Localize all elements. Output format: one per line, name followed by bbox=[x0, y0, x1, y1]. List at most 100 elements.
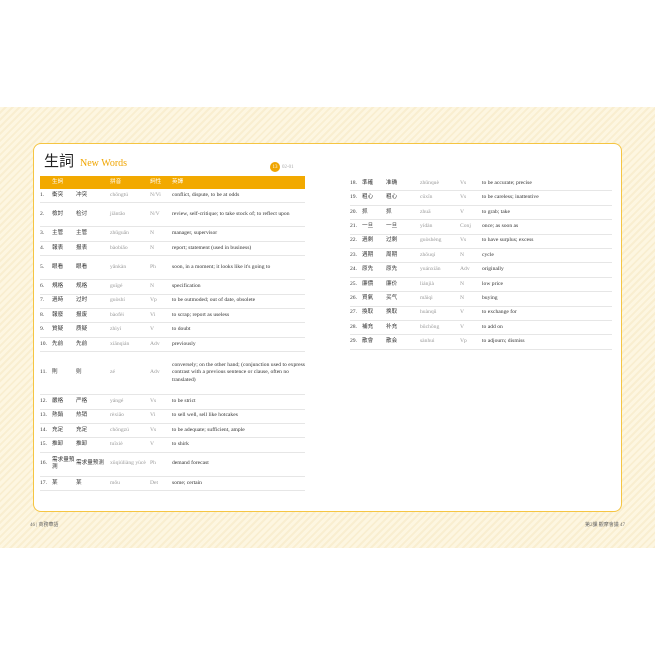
pinyin: bàobiǎo bbox=[110, 244, 128, 251]
simplified: 眼看 bbox=[76, 263, 88, 270]
traditional: 需求量預測 bbox=[52, 456, 75, 471]
traditional: 質疑 bbox=[52, 326, 64, 333]
part-of-speech: N/Vi bbox=[150, 191, 161, 198]
simplified: 过时 bbox=[76, 297, 88, 304]
english: to exchange for bbox=[482, 309, 517, 316]
footer-right: 第2課 觀摩會議 47 bbox=[584, 523, 625, 528]
entry-number: 5. bbox=[40, 263, 45, 270]
part-of-speech: Vi bbox=[150, 311, 156, 318]
part-of-speech: Vp bbox=[460, 338, 467, 345]
part-of-speech: N bbox=[460, 295, 465, 302]
track-number-icon: 13 bbox=[270, 162, 280, 172]
pinyin: yídàn bbox=[420, 223, 433, 230]
simplified: 散会 bbox=[386, 338, 398, 345]
entry-number: 26. bbox=[350, 295, 357, 302]
section-title: 生詞 New Words bbox=[44, 150, 127, 171]
traditional: 換取 bbox=[362, 309, 374, 316]
english: some; certain bbox=[172, 479, 202, 486]
part-of-speech: V bbox=[460, 309, 465, 316]
pinyin: guīgé bbox=[110, 283, 123, 290]
english: buying bbox=[482, 295, 498, 302]
entry-number: 17. bbox=[40, 479, 47, 486]
pinyin: yángé bbox=[110, 398, 124, 405]
simplified: 某 bbox=[76, 479, 82, 486]
part-of-speech: Vs bbox=[460, 194, 467, 201]
entry-number: 13. bbox=[40, 412, 47, 419]
pinyin: zé bbox=[110, 369, 115, 376]
entry-number: 1. bbox=[40, 191, 45, 198]
title-en: New Words bbox=[80, 158, 128, 169]
traditional: 粗心 bbox=[362, 194, 374, 201]
simplified: 主管 bbox=[76, 230, 88, 237]
english: once; as soon as bbox=[482, 223, 519, 230]
english: to have surplus; excess bbox=[482, 237, 534, 244]
pinyin: bàofèi bbox=[110, 311, 124, 318]
pinyin: sànhuì bbox=[420, 338, 435, 345]
english: manager, supervisor bbox=[172, 230, 218, 237]
entry-number: 20. bbox=[350, 208, 357, 215]
entry-number: 23. bbox=[350, 251, 357, 258]
entry-number: 7. bbox=[40, 297, 45, 304]
vocab-row: 5. 眼看 眼看 yǎnkàn Ph soon, in a moment; it look… bbox=[40, 256, 305, 281]
english: originally bbox=[482, 266, 504, 273]
vocabulary-card bbox=[33, 143, 622, 512]
vocab-row: 14. 充足 充足 chōngzú Vs to be adequate; sufficie… bbox=[40, 424, 305, 439]
traditional: 報廢 bbox=[52, 311, 64, 318]
english: low price bbox=[482, 280, 503, 287]
pinyin: zhǔnquè bbox=[420, 179, 439, 186]
entry-number: 8. bbox=[40, 311, 45, 318]
traditional: 某 bbox=[52, 479, 58, 486]
part-of-speech: N bbox=[150, 230, 155, 237]
entry-number: 22. bbox=[350, 237, 357, 244]
simplified: 严格 bbox=[76, 398, 88, 405]
entry-number: 14. bbox=[40, 426, 47, 433]
pinyin: xiānqián bbox=[110, 340, 130, 347]
traditional: 先前 bbox=[52, 340, 64, 347]
vocab-row: 16. 需求量預測 需求量预测 xūqiúliàng yùcè Ph demand for… bbox=[40, 453, 305, 477]
pinyin: guòshèng bbox=[420, 237, 442, 244]
pinyin: chōngzú bbox=[110, 426, 129, 433]
traditional: 原先 bbox=[362, 266, 374, 273]
entry-number: 6. bbox=[40, 283, 45, 290]
simplified: 一旦 bbox=[386, 223, 398, 230]
english: report; statement (used in business) bbox=[172, 244, 252, 251]
pinyin: huànqǔ bbox=[420, 309, 437, 316]
vocab-table-left: 生詞 拼音 詞性 英譯 1. 衝突 冲突 chōngtú N/Vi conflict, dispu… bbox=[40, 176, 305, 492]
part-of-speech: V bbox=[150, 441, 155, 448]
header-cell: 生詞 bbox=[52, 178, 64, 185]
part-of-speech: Vs bbox=[150, 398, 157, 405]
simplified: 抓 bbox=[386, 208, 392, 215]
part-of-speech: Conj bbox=[460, 223, 471, 230]
vocab-row: 18. 準確 准确 zhǔnquè Vs to be accurate; precise bbox=[350, 177, 612, 192]
english: review, self-critique; to take stock of;… bbox=[172, 211, 290, 218]
english: to adjourn; dismiss bbox=[482, 338, 525, 345]
entry-number: 11. bbox=[40, 369, 47, 376]
traditional: 充足 bbox=[52, 426, 64, 433]
part-of-speech: Vs bbox=[460, 237, 467, 244]
traditional: 規格 bbox=[52, 283, 64, 290]
part-of-speech: N bbox=[460, 280, 465, 287]
pinyin: mǒu bbox=[110, 479, 120, 486]
table-header: 生詞 拼音 詞性 英譯 bbox=[40, 176, 305, 189]
part-of-speech: Adv bbox=[460, 266, 470, 273]
traditional: 過剩 bbox=[362, 237, 374, 244]
header-cell: 拼音 bbox=[110, 178, 122, 185]
english: to be careless; inattentive bbox=[482, 194, 539, 201]
entry-number: 29. bbox=[350, 338, 357, 345]
traditional: 廉價 bbox=[362, 280, 374, 287]
entry-number: 16. bbox=[40, 460, 47, 467]
part-of-speech: Det bbox=[150, 479, 159, 486]
vocab-row: 29. 散會 散会 sànhuì Vp to adjourn; dismiss bbox=[350, 335, 612, 350]
traditional: 過時 bbox=[52, 297, 64, 304]
pinyin: guòshí bbox=[110, 297, 125, 304]
english: to add on bbox=[482, 323, 503, 330]
traditional: 報表 bbox=[52, 244, 64, 251]
traditional: 買氣 bbox=[362, 295, 374, 302]
pinyin: yuánxiān bbox=[420, 266, 441, 273]
entry-number: 3. bbox=[40, 230, 45, 237]
